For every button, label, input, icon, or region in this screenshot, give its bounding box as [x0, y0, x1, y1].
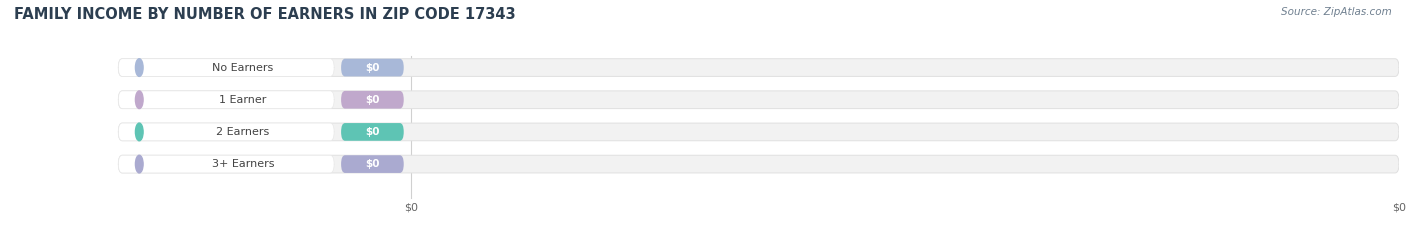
FancyBboxPatch shape [342, 155, 404, 173]
FancyBboxPatch shape [118, 155, 335, 173]
FancyBboxPatch shape [118, 91, 335, 109]
Text: $0: $0 [1392, 202, 1406, 212]
Text: $0: $0 [366, 62, 380, 73]
Text: FAMILY INCOME BY NUMBER OF EARNERS IN ZIP CODE 17343: FAMILY INCOME BY NUMBER OF EARNERS IN ZI… [14, 7, 516, 22]
FancyBboxPatch shape [342, 59, 404, 77]
Text: No Earners: No Earners [212, 62, 273, 73]
Circle shape [135, 123, 143, 141]
FancyBboxPatch shape [118, 91, 1399, 109]
FancyBboxPatch shape [118, 123, 1399, 141]
FancyBboxPatch shape [118, 123, 335, 141]
FancyBboxPatch shape [342, 91, 404, 109]
FancyBboxPatch shape [342, 123, 404, 141]
Text: 1 Earner: 1 Earner [219, 95, 267, 105]
Text: $0: $0 [366, 95, 380, 105]
Text: $0: $0 [366, 159, 380, 169]
Text: 2 Earners: 2 Earners [217, 127, 270, 137]
FancyBboxPatch shape [118, 59, 1399, 77]
Text: 3+ Earners: 3+ Earners [211, 159, 274, 169]
FancyBboxPatch shape [118, 155, 1399, 173]
Text: $0: $0 [404, 202, 418, 212]
Circle shape [135, 155, 143, 173]
FancyBboxPatch shape [118, 59, 335, 77]
Text: $0: $0 [366, 127, 380, 137]
Circle shape [135, 91, 143, 109]
Circle shape [135, 59, 143, 77]
Text: Source: ZipAtlas.com: Source: ZipAtlas.com [1281, 7, 1392, 17]
